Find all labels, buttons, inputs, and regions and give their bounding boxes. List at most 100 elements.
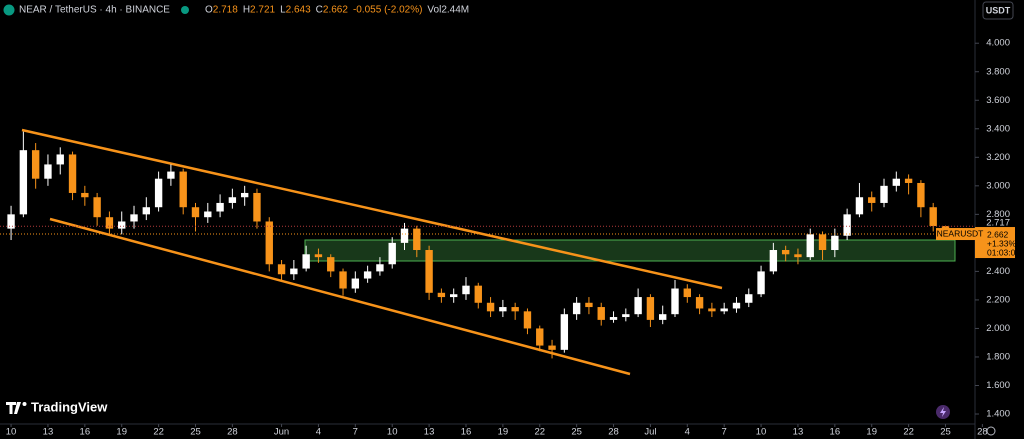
candle-body [720, 308, 728, 312]
candle-body [671, 288, 679, 315]
channel-upper [21, 128, 723, 290]
ohlc-label: C [316, 5, 323, 16]
ohlc-legend: O 2.718 H 2.721 L 2.643 C 2.662 -0.055 (-2.02%) V… [205, 5, 469, 16]
y-tick-label: 2.400 [986, 266, 1010, 277]
candle-body [818, 234, 827, 251]
candle-body [548, 345, 556, 350]
symbol-tag-text: NEARUSDT [937, 228, 984, 238]
candle-body [216, 202, 224, 212]
symbol: NEAR / TetherUS · 4h · BINANCE [19, 5, 170, 16]
brand: TradingView [6, 399, 108, 414]
x-tick-label: 28 [608, 427, 619, 438]
y-tick-label: 1.600 [986, 380, 1010, 391]
candle-body [769, 250, 778, 272]
x-tick-label: 16 [80, 427, 91, 438]
candle-body [363, 271, 372, 279]
x-tick-label: 4 [316, 427, 321, 438]
ohlc-label: L [280, 5, 286, 16]
candle-body [191, 207, 200, 218]
x-tick-label: 19 [866, 427, 877, 438]
candle-body [31, 150, 40, 179]
symbol-tag [936, 228, 984, 241]
candle-body [302, 254, 310, 269]
candle-body [659, 314, 667, 320]
x-tick-label: 7 [722, 427, 727, 438]
candle-body [904, 178, 913, 183]
x-tick-label: 10 [387, 427, 398, 438]
candle-body [56, 154, 64, 165]
candle-body [314, 254, 323, 258]
candle-body [7, 214, 15, 229]
brand-logo [22, 402, 27, 406]
candle-body [228, 197, 237, 203]
candle-body [597, 307, 605, 320]
x-tick-label: 22 [903, 427, 914, 438]
candle-body [19, 150, 28, 215]
x-tick-label: 19 [498, 427, 509, 438]
candle-body [68, 154, 77, 193]
x-tick-label: 10 [6, 427, 17, 438]
candle-body [708, 308, 716, 312]
candle-body [855, 197, 864, 215]
status-dot [181, 6, 189, 14]
candle-body [388, 242, 396, 265]
x-tick-label: 25 [571, 427, 582, 438]
candle-body [351, 278, 360, 289]
y-tick-label: 3.200 [986, 152, 1010, 163]
candle-body [265, 221, 273, 265]
candle-body [142, 207, 150, 215]
y-tick-label: 1.800 [986, 351, 1010, 362]
y-tick-label: 3.800 [986, 66, 1010, 77]
candle-body [339, 271, 347, 289]
candle-body [130, 214, 138, 222]
candle-body [499, 307, 507, 312]
candle-body [868, 197, 876, 203]
x-tick-label: 25 [190, 427, 201, 438]
x-tick-label: Jul [644, 427, 656, 438]
candle-body [683, 288, 691, 298]
y-tick-label: 2.800 [986, 209, 1010, 220]
ohlc-label: O [205, 5, 213, 16]
x-tick-label: 19 [116, 427, 127, 438]
price-axis [975, 0, 1024, 439]
x-tick-label: 13 [424, 427, 435, 438]
candle-body [560, 314, 569, 350]
ohlc-label: Vol [427, 5, 441, 16]
x-tick-label: 13 [43, 427, 54, 438]
ohlc-value: 2.662 [323, 5, 348, 16]
last-price: 2.662 [987, 229, 1009, 239]
candle-body [929, 207, 937, 227]
ohlc-value: 2.721 [250, 5, 275, 16]
candle-body [732, 302, 741, 309]
price-line-label: 2.717 [986, 218, 1010, 229]
candle-body [757, 271, 765, 295]
currency-button[interactable] [982, 1, 1014, 20]
currency[interactable]: USDT [986, 5, 1011, 15]
candle-body [474, 285, 482, 303]
candle-body [105, 217, 114, 229]
candle-body [179, 171, 187, 208]
candle-body [634, 297, 642, 315]
candle-body [413, 228, 421, 251]
candle-body [486, 302, 495, 312]
channel-lower [49, 217, 631, 376]
candle-body [806, 234, 814, 258]
candle-body [450, 294, 458, 298]
candle-body [204, 211, 212, 218]
settings-button[interactable] [986, 426, 996, 436]
candle-body [880, 185, 888, 203]
candle-body [831, 235, 839, 251]
brand-logo [6, 402, 21, 414]
candle-body [917, 182, 925, 208]
x-tick-label: 25 [940, 427, 951, 438]
symbol-icon [3, 4, 15, 16]
x-tick-label: 28 [227, 427, 238, 438]
ohlc-value: 2.44M [441, 5, 469, 16]
x-tick-label: 10 [756, 427, 767, 438]
x-tick-label: 28 [977, 427, 988, 438]
lightning-icon [940, 407, 946, 417]
candle-body [695, 297, 704, 309]
candle-body [290, 268, 298, 275]
